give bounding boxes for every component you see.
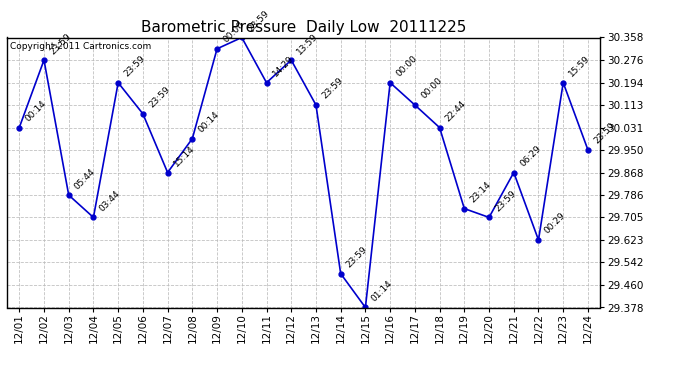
Text: 00:29: 00:29 (542, 211, 567, 236)
Text: 05:44: 05:44 (73, 166, 97, 191)
Text: 23:59: 23:59 (345, 245, 369, 270)
Text: 13:59: 13:59 (295, 31, 320, 56)
Text: 23:59: 23:59 (592, 121, 617, 146)
Text: 06:29: 06:29 (518, 144, 542, 168)
Text: 22:44: 22:44 (444, 99, 468, 123)
Text: 03:44: 03:44 (97, 189, 122, 213)
Text: 23:14: 23:14 (469, 180, 493, 204)
Text: 00:00: 00:00 (419, 76, 444, 101)
Text: 01:14: 01:14 (370, 279, 394, 303)
Text: Copyright 2011 Cartronics.com: Copyright 2011 Cartronics.com (10, 42, 151, 51)
Text: 15:14: 15:14 (172, 144, 197, 168)
Text: 00:14: 00:14 (23, 99, 48, 123)
Text: 15:59: 15:59 (567, 54, 592, 78)
Text: 23:59: 23:59 (320, 76, 345, 101)
Text: 00:00: 00:00 (221, 20, 246, 45)
Title: Barometric Pressure  Daily Low  20111225: Barometric Pressure Daily Low 20111225 (141, 20, 466, 35)
Text: 14:29: 14:29 (270, 54, 295, 78)
Text: 00:00: 00:00 (394, 54, 419, 78)
Text: 23:59: 23:59 (493, 189, 518, 213)
Text: 23:59: 23:59 (122, 54, 147, 78)
Text: 00:14: 00:14 (197, 110, 221, 135)
Text: 23:59: 23:59 (246, 9, 270, 33)
Text: 23:59: 23:59 (147, 85, 172, 109)
Text: 23:59: 23:59 (48, 32, 72, 56)
